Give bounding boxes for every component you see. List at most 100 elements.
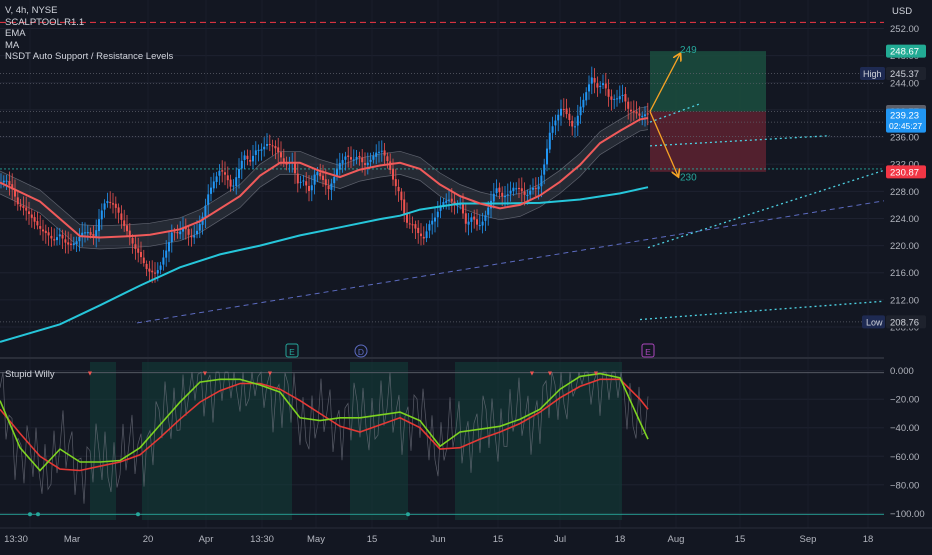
candle-body (95, 230, 98, 238)
marker-label: D (358, 347, 364, 357)
candle-body (224, 172, 226, 175)
candle-body (473, 216, 476, 220)
candle-body (112, 203, 114, 205)
candle-body (523, 191, 526, 195)
price-tick-label: 244.00 (890, 78, 919, 89)
candle-body (302, 180, 305, 182)
candle-body (484, 215, 487, 221)
indicator-label[interactable]: EMA (5, 28, 26, 40)
candle-body (540, 175, 543, 187)
candle-body (207, 194, 210, 205)
candle-body (232, 185, 235, 187)
candle-body (36, 221, 39, 226)
candle-body (599, 85, 602, 87)
candle-body (543, 164, 546, 175)
candle-body (305, 181, 308, 186)
trend-line (649, 103, 701, 123)
candle-body (389, 161, 392, 170)
oscillator-title[interactable]: Stupid Willy (5, 369, 55, 380)
candle-body (151, 270, 154, 273)
candle-body (299, 181, 302, 183)
candle-body (526, 194, 529, 196)
candle-body (450, 198, 453, 202)
price-labels: 248.67245.37High239.77239.2302:45:27230.… (860, 44, 926, 329)
ema-envelope-lower (0, 129, 649, 250)
indicator-label[interactable]: NSDT Auto Support / Resistance Levels (5, 51, 174, 63)
currency-label: USD (892, 6, 912, 17)
candle-body (154, 272, 156, 274)
candle-body (627, 101, 630, 109)
time-tick-label: 20 (143, 534, 154, 545)
candle-body (414, 224, 417, 229)
symbol-title[interactable]: V, 4h, NYSE (5, 5, 58, 16)
candle-body (263, 146, 266, 150)
candle-body (165, 250, 168, 258)
candle-body (16, 197, 19, 205)
price-tick-label: 236.00 (890, 133, 919, 144)
candle-body (89, 232, 92, 235)
indicator-label[interactable]: MA (5, 39, 20, 51)
time-tick-label: 18 (863, 534, 874, 545)
osc-tick-label: −80.00 (890, 480, 919, 491)
candle-body (268, 144, 271, 146)
candle-body (282, 158, 285, 163)
candle-body (355, 156, 358, 160)
candle-body (280, 152, 282, 158)
candle-body (313, 174, 316, 185)
high-label: High (863, 69, 882, 79)
osc-tick-label: −40.00 (890, 423, 919, 434)
price-tick-label: 228.00 (890, 187, 919, 198)
candle-body (168, 242, 170, 252)
candle-body (487, 207, 490, 215)
last-price-tag: 239.23 (890, 111, 919, 122)
osc-tick-label: 0.000 (890, 366, 914, 377)
candle-body (235, 177, 238, 187)
candle-body (386, 156, 389, 162)
earnings-marker (285, 343, 299, 358)
candle-body (347, 155, 350, 157)
price-tick-label: 216.00 (890, 268, 919, 279)
candle-body (140, 252, 142, 258)
candle-body (408, 223, 411, 225)
candle-body (212, 181, 215, 189)
candle-body (596, 83, 599, 88)
candle-body (588, 84, 590, 92)
price-tick-label: 252.00 (890, 24, 919, 35)
candle-body (198, 223, 201, 231)
candle-body (366, 162, 369, 165)
candle-body (100, 210, 103, 220)
take-profit-tag: 248.67 (890, 47, 919, 58)
candle-body (646, 113, 649, 115)
candle-body (78, 236, 81, 242)
candle-body (319, 172, 322, 177)
candle-body (358, 156, 361, 158)
candle-body (308, 185, 310, 192)
sell-signal-marker: ▼ (593, 371, 600, 378)
candle-body (128, 230, 131, 238)
candle-body (84, 232, 86, 234)
time-tick-label: Mar (64, 534, 80, 545)
candle-body (109, 201, 112, 203)
target-up-arrow (649, 54, 680, 112)
candle-body (75, 241, 78, 245)
candle-body (176, 232, 179, 234)
candle-body (498, 187, 501, 193)
candle-body (170, 232, 173, 243)
candle-body (2, 180, 5, 183)
candle-body (296, 173, 299, 184)
candle-body (254, 150, 257, 155)
candle-body (529, 190, 532, 195)
candle-body (422, 236, 425, 239)
last-price-tag-bg (886, 108, 926, 133)
indicator-label[interactable]: SCALPTOOL R1.1 (5, 16, 85, 28)
candle-body (126, 225, 128, 232)
candle-body (439, 205, 442, 211)
candle-body (459, 204, 462, 206)
candle-body (397, 186, 400, 192)
candle-body (428, 224, 431, 231)
candle-body (607, 89, 610, 97)
candle-body (635, 111, 638, 114)
candle-body (67, 242, 70, 245)
